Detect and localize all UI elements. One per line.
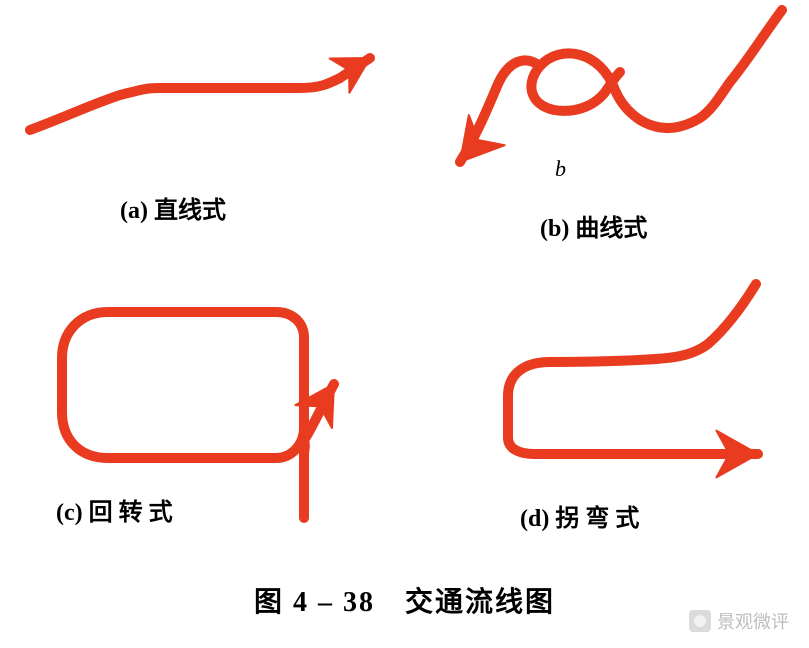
watermark-text: 景观微评 [717, 608, 789, 634]
watermark: 景观微评 [689, 608, 789, 634]
wechat-icon [689, 610, 711, 632]
diagram-svg [0, 0, 809, 648]
panel-b-label: (b) 曲线式 [540, 208, 647, 243]
figure-title: 图 4 – 38 交通流线图 [0, 580, 809, 620]
panel-b-mark: b [555, 156, 566, 182]
panel-a-label: (a) 直线式 [120, 190, 226, 225]
panel-d-label: (d) 拐 弯 式 [520, 498, 639, 533]
panel-c-label: (c) 回 转 式 [56, 492, 173, 527]
